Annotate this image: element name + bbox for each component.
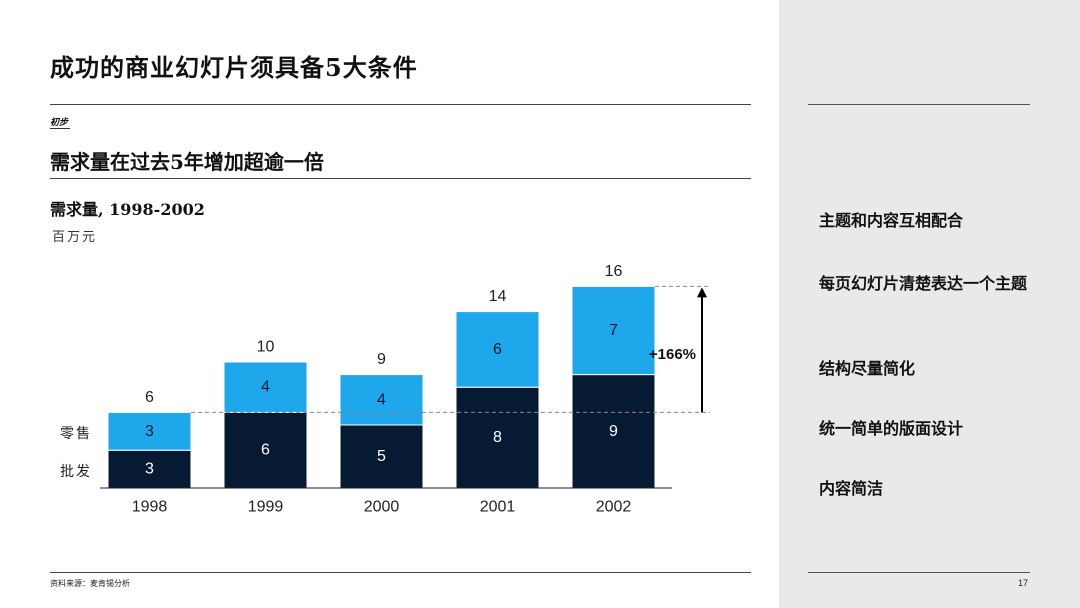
key-point-5: 内容简洁: [819, 479, 884, 498]
right-panel: [779, 0, 1080, 608]
x-tick-1998: 1998: [132, 499, 168, 516]
retail-bar-2000: [339, 374, 424, 426]
retail-bar-1998: [107, 411, 192, 451]
slide-subtitle: 需求量在过去5年增加超逾一倍: [50, 150, 324, 174]
preliminary-tag: 初步: [50, 118, 69, 128]
title-divider: [50, 104, 751, 105]
x-tick-2001: 2001: [480, 499, 516, 516]
wholesale-value-2001: 8: [493, 429, 502, 446]
x-tick-2000: 2000: [364, 499, 400, 516]
source-note: 资料来源：麦肯锡分析: [50, 579, 130, 588]
x-tick-1999: 1999: [248, 499, 284, 516]
wholesale-bar-2000: [339, 424, 424, 489]
total-label-2002: 16: [605, 263, 623, 280]
retail-value-2002: 7: [609, 322, 618, 339]
subtitle-divider: [50, 178, 751, 179]
retail-value-2000: 4: [377, 391, 386, 408]
wholesale-label: 批发: [60, 464, 92, 480]
total-label-2001: 14: [489, 288, 507, 305]
wholesale-value-2000: 5: [377, 448, 386, 465]
key-point-4: 统一简单的版面设计: [819, 419, 964, 438]
chart-title: 需求量, 1998-2002: [50, 200, 205, 219]
retail-bar-1999: [223, 361, 308, 413]
demand-chart: 3 3 6 1998 6 4 10 1999 5 4 9 2000 8 6 14 2001 9 7 16 2002 +…: [100, 263, 710, 516]
key-point-2: 每页幻灯片清楚表达一个主题: [819, 274, 1028, 293]
wholesale-bar-1999: [223, 411, 308, 489]
tag-underline: [50, 128, 70, 129]
growth-label: +166%: [649, 346, 696, 363]
wholesale-value-1998: 3: [145, 461, 154, 478]
retail-bar-2002: [571, 285, 656, 376]
total-label-1998: 6: [145, 389, 154, 406]
total-label-2000: 9: [377, 351, 386, 368]
retail-value-2001: 6: [493, 341, 502, 358]
retail-value-1999: 4: [261, 379, 270, 396]
wholesale-value-1999: 6: [261, 442, 270, 459]
growth-arrow-head: [697, 287, 707, 298]
slide-title: 成功的商业幻灯片须具备5大条件: [50, 53, 418, 82]
chart-unit: 百万元: [52, 230, 98, 245]
key-point-3: 结构尽量简化: [819, 359, 916, 378]
retail-label: 零售: [60, 426, 92, 442]
total-label-1999: 10: [257, 339, 275, 356]
right-divider-bottom: [808, 572, 1030, 573]
wholesale-bar-2002: [571, 374, 656, 489]
x-tick-2002: 2002: [596, 499, 632, 516]
retail-value-1998: 3: [145, 423, 154, 440]
wholesale-value-2002: 9: [609, 423, 618, 440]
retail-bar-2001: [455, 311, 540, 388]
key-point-1: 主题和内容互相配合: [819, 211, 964, 230]
right-divider-top: [808, 104, 1030, 105]
wholesale-bar-2001: [455, 386, 540, 489]
page-number: 17: [1018, 578, 1029, 588]
footer-divider: [50, 572, 751, 573]
wholesale-bar-1998: [107, 449, 192, 489]
